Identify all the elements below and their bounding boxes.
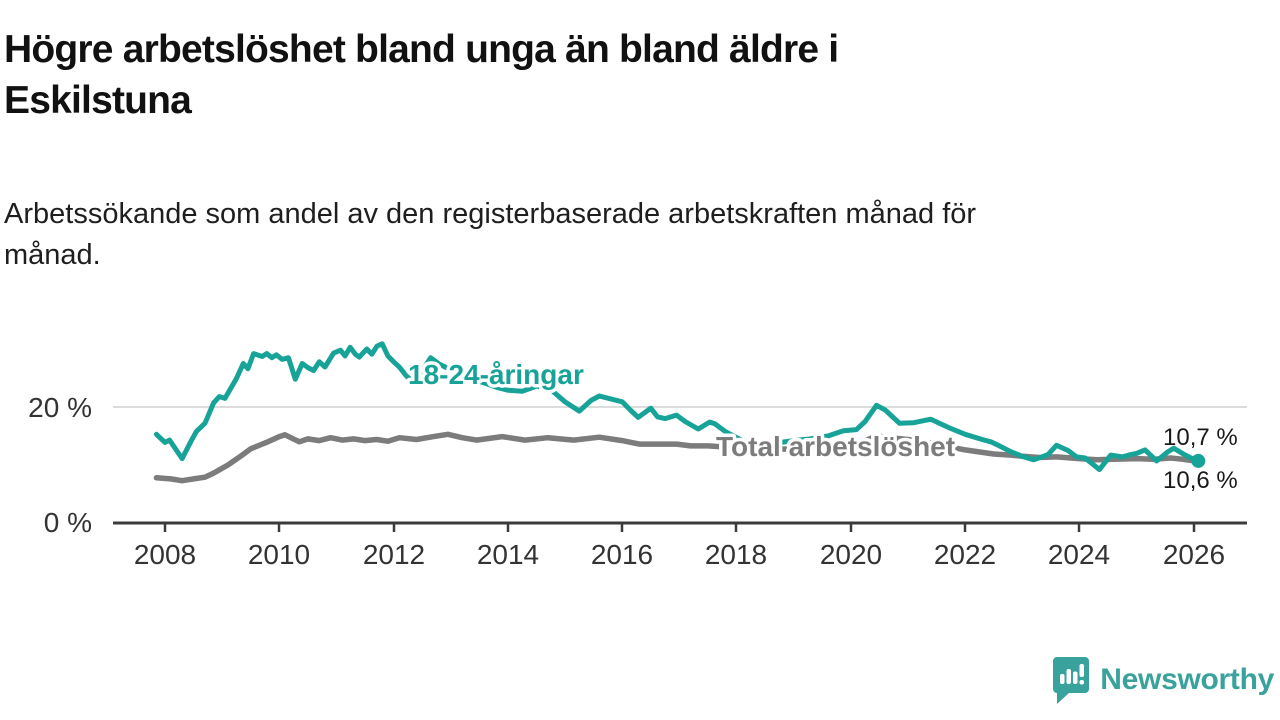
bar-chart-glyph	[1060, 664, 1085, 685]
newsworthy-logo-text: Newsworthy	[1100, 663, 1274, 696]
series-label-youth: 18-24-åringar	[408, 359, 584, 390]
x-tick-2024: 2024	[1048, 539, 1110, 570]
x-tick-2018: 2018	[705, 539, 767, 570]
x-tick-2012: 2012	[363, 539, 425, 570]
newsworthy-logo-icon	[1053, 657, 1090, 704]
x-tick-2014: 2014	[477, 539, 539, 570]
chart-subtitle: Arbetssökande som andel av den registerb…	[4, 194, 976, 276]
newsworthy-logo: Newsworthy	[1052, 656, 1274, 704]
y-tick-label-20: 20 %	[28, 392, 92, 423]
x-tick-2026: 2026	[1163, 539, 1225, 570]
page-title: Högre arbetslöshet bland unga än bland ä…	[4, 24, 839, 126]
x-tick-2020: 2020	[820, 539, 882, 570]
x-tick-2008: 2008	[134, 539, 196, 570]
title-line-2: Eskilstuna	[4, 79, 192, 122]
title-line-1: Högre arbetslöshet bland unga än bland ä…	[4, 28, 839, 71]
subtitle-line-2: månad.	[4, 239, 101, 271]
latest-value-dot	[1191, 453, 1206, 468]
series-label-total: Total arbetslöshet	[716, 431, 955, 462]
x-tick-2022: 2022	[934, 539, 996, 570]
x-tick-2016: 2016	[591, 539, 653, 570]
x-axis-labels: 2008 2010 2012 2014 2016 2018 2020 2022 …	[134, 539, 1225, 570]
x-axis-ticks	[163, 523, 1196, 532]
line-youth-18-24	[153, 341, 1201, 473]
latest-value-total: 10,6 %	[1163, 467, 1238, 494]
x-tick-2010: 2010	[248, 539, 310, 570]
latest-value-youth: 10,7 %	[1163, 424, 1238, 451]
y-tick-label-0: 0 %	[44, 507, 92, 538]
subtitle-line-1: Arbetssökande som andel av den registerb…	[4, 198, 977, 230]
